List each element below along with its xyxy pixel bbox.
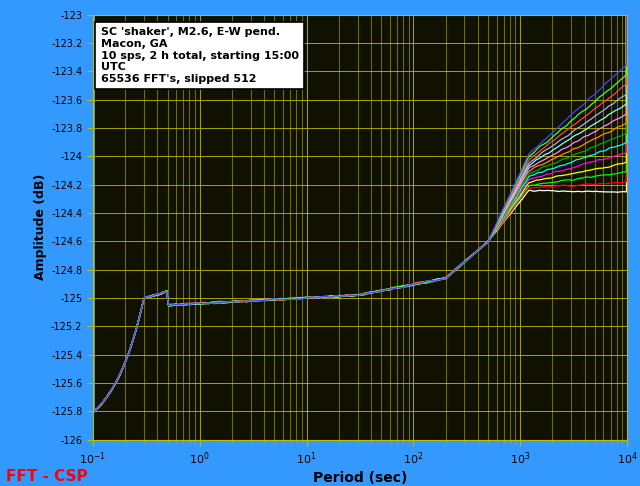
Text: FFT - CSP: FFT - CSP xyxy=(6,469,88,484)
Y-axis label: Amplitude (dB): Amplitude (dB) xyxy=(34,174,47,280)
Text: SC 'shaker', M2.6, E-W pend.
Macon, GA
10 sps, 2 h total, starting 15:00
UTC
655: SC 'shaker', M2.6, E-W pend. Macon, GA 1… xyxy=(101,27,299,84)
X-axis label: Period (sec): Period (sec) xyxy=(313,471,407,485)
